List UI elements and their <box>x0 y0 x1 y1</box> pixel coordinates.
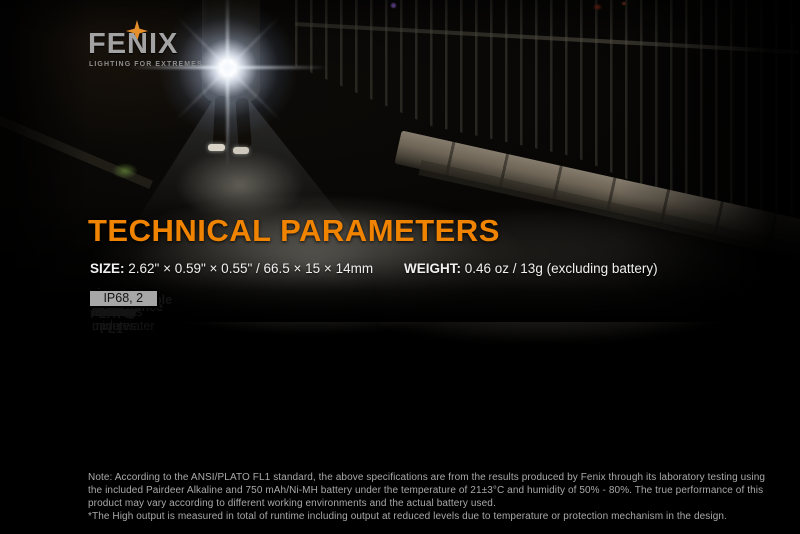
photo-fade-right <box>620 0 800 322</box>
weight-spec: WEIGHT: 0.46 oz / 13g (excluding battery… <box>404 261 658 276</box>
submersible-value: IP68, 2 meters underwater <box>88 289 159 333</box>
weight-label: WEIGHT: <box>404 261 461 276</box>
size-value: 2.62" × 0.59" × 0.55" / 66.5 × 15 × 14mm <box>128 261 374 276</box>
lens-flare-vertical <box>226 0 229 167</box>
brand-logotype: FENIX <box>88 28 179 60</box>
size-spec: SIZE: 2.62" × 0.59" × 0.55" / 66.5 × 15 … <box>90 261 373 276</box>
footnotes: Note: According to the ANSI/PLATO FL1 st… <box>88 471 788 523</box>
note-line: *The High output is measured in total of… <box>88 511 727 522</box>
brand-tagline: LIGHTING FOR EXTREMES <box>89 61 203 68</box>
note-line: Note: According to the ANSI/PLATO FL1 st… <box>88 472 766 483</box>
page-title: TECHNICAL PARAMETERS <box>88 213 500 248</box>
photo-fade-left <box>0 0 90 322</box>
grass-tuft <box>112 163 138 179</box>
distant-red-light <box>594 5 601 9</box>
size-label: SIZE: <box>90 261 125 276</box>
night-scene-photo: FENIX LIGHTING FOR EXTREMES <box>0 0 800 343</box>
note-line: product may vary according to different … <box>88 498 496 509</box>
person-shoe <box>233 147 249 154</box>
distant-purple-light <box>391 3 396 8</box>
weight-value: 0.46 oz / 13g (excluding battery) <box>464 261 658 276</box>
note-line: the included Pairdeer Alkaline and 750 m… <box>88 485 764 496</box>
fenix-logo: FENIX LIGHTING FOR EXTREMES <box>88 20 248 74</box>
size-weight-line: SIZE: 2.62" × 0.59" × 0.55" / 66.5 × 15 … <box>0 261 800 279</box>
photo-fade-top <box>0 0 800 40</box>
